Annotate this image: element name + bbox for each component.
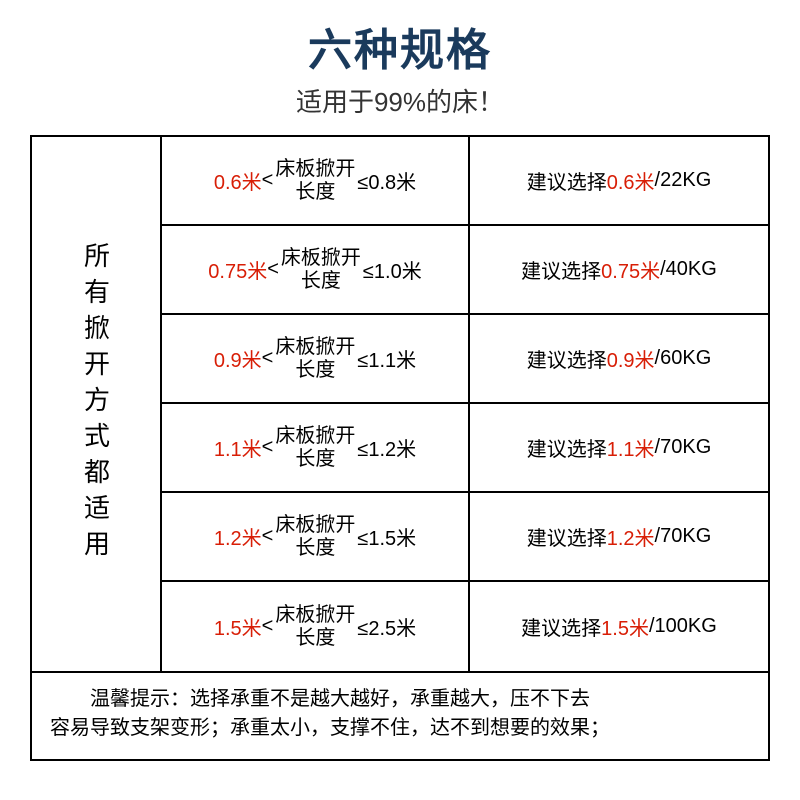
table-rows: 0.6米<床板掀开长度≤0.8米建议选择0.6米/22KG0.75米<床板掀开长… (162, 137, 768, 671)
rec-weight: /60KG (655, 347, 712, 370)
table-row: 0.6米<床板掀开长度≤0.8米建议选择0.6米/22KG (162, 137, 768, 226)
page-title: 六种规格 (308, 14, 492, 78)
min-value: 1.2米 (214, 522, 262, 551)
vertical-header-text: 所有掀开方式都适用 (78, 242, 115, 566)
max-value: ≤1.5米 (357, 522, 416, 551)
range-cell: 1.1米<床板掀开长度≤1.2米 (162, 404, 470, 491)
recommend-cell: 建议选择0.75米/40KG (470, 226, 768, 313)
vertical-header-cell: 所有掀开方式都适用 (32, 137, 162, 671)
footer-note: 温馨提示：选择承重不是越大越好，承重越大，压不下去 容易导致支架变形；承重太小，… (32, 671, 768, 759)
max-value: ≤1.2米 (357, 433, 416, 462)
min-value: 0.75米 (208, 255, 267, 284)
rec-size: 0.6米 (607, 166, 655, 195)
max-value: ≤0.8米 (357, 166, 416, 195)
rec-weight: /100KG (649, 615, 717, 638)
mid-bottom: 长度 (301, 270, 341, 293)
rec-weight: /70KG (655, 525, 712, 548)
mid-label: 床板掀开长度 (275, 336, 355, 382)
lt-symbol: < (262, 169, 274, 192)
rec-size: 0.9米 (607, 344, 655, 373)
lt-symbol: < (262, 436, 274, 459)
min-value: 0.9米 (214, 344, 262, 373)
mid-label: 床板掀开长度 (275, 514, 355, 560)
max-value: ≤1.1米 (357, 344, 416, 373)
rec-weight: /40KG (660, 258, 717, 281)
mid-bottom: 长度 (295, 448, 335, 471)
mid-bottom: 长度 (295, 537, 335, 560)
min-value: 0.6米 (214, 166, 262, 195)
rec-prefix: 建议选择 (527, 522, 607, 551)
mid-bottom: 长度 (295, 181, 335, 204)
rec-prefix: 建议选择 (527, 433, 607, 462)
rec-prefix: 建议选择 (527, 344, 607, 373)
rec-prefix: 建议选择 (527, 166, 607, 195)
mid-top: 床板掀开 (275, 425, 355, 448)
range-cell: 0.75米<床板掀开长度≤1.0米 (162, 226, 470, 313)
recommend-cell: 建议选择1.5米/100KG (470, 582, 768, 671)
min-value: 1.5米 (214, 612, 262, 641)
rec-weight: /70KG (655, 436, 712, 459)
max-value: ≤2.5米 (357, 612, 416, 641)
table-row: 1.2米<床板掀开长度≤1.5米建议选择1.2米/70KG (162, 493, 768, 582)
rec-prefix: 建议选择 (521, 255, 601, 284)
rec-prefix: 建议选择 (521, 612, 601, 641)
mid-top: 床板掀开 (275, 158, 355, 181)
mid-bottom: 长度 (295, 359, 335, 382)
rec-size: 1.5米 (601, 612, 649, 641)
spec-table: 所有掀开方式都适用 0.6米<床板掀开长度≤0.8米建议选择0.6米/22KG0… (30, 135, 770, 761)
rec-size: 1.2米 (607, 522, 655, 551)
mid-bottom: 长度 (295, 627, 335, 650)
mid-top: 床板掀开 (275, 336, 355, 359)
table-row: 1.1米<床板掀开长度≤1.2米建议选择1.1米/70KG (162, 404, 768, 493)
mid-top: 床板掀开 (281, 247, 361, 270)
table-row: 1.5米<床板掀开长度≤2.5米建议选择1.5米/100KG (162, 582, 768, 671)
range-cell: 0.6米<床板掀开长度≤0.8米 (162, 137, 470, 224)
range-cell: 1.2米<床板掀开长度≤1.5米 (162, 493, 470, 580)
footer-line-2: 容易导致支架变形；承重太小，支撑不住，达不到想要的效果； (50, 717, 610, 739)
rec-size: 1.1米 (607, 433, 655, 462)
mid-top: 床板掀开 (275, 514, 355, 537)
recommend-cell: 建议选择1.2米/70KG (470, 493, 768, 580)
mid-top: 床板掀开 (275, 604, 355, 627)
range-cell: 0.9米<床板掀开长度≤1.1米 (162, 315, 470, 402)
recommend-cell: 建议选择0.6米/22KG (470, 137, 768, 224)
range-cell: 1.5米<床板掀开长度≤2.5米 (162, 582, 470, 671)
recommend-cell: 建议选择0.9米/60KG (470, 315, 768, 402)
table-row: 0.75米<床板掀开长度≤1.0米建议选择0.75米/40KG (162, 226, 768, 315)
mid-label: 床板掀开长度 (275, 604, 355, 650)
footer-line-1: 温馨提示：选择承重不是越大越好，承重越大，压不下去 (50, 688, 590, 710)
lt-symbol: < (262, 347, 274, 370)
page-subtitle: 适用于99%的床！ (296, 82, 504, 119)
table-body: 所有掀开方式都适用 0.6米<床板掀开长度≤0.8米建议选择0.6米/22KG0… (32, 137, 768, 671)
rec-size: 0.75米 (601, 255, 660, 284)
rec-weight: /22KG (655, 169, 712, 192)
max-value: ≤1.0米 (363, 255, 422, 284)
mid-label: 床板掀开长度 (275, 158, 355, 204)
min-value: 1.1米 (214, 433, 262, 462)
mid-label: 床板掀开长度 (275, 425, 355, 471)
mid-label: 床板掀开长度 (281, 247, 361, 293)
lt-symbol: < (262, 525, 274, 548)
lt-symbol: < (267, 258, 279, 281)
lt-symbol: < (262, 615, 274, 638)
table-row: 0.9米<床板掀开长度≤1.1米建议选择0.9米/60KG (162, 315, 768, 404)
recommend-cell: 建议选择1.1米/70KG (470, 404, 768, 491)
